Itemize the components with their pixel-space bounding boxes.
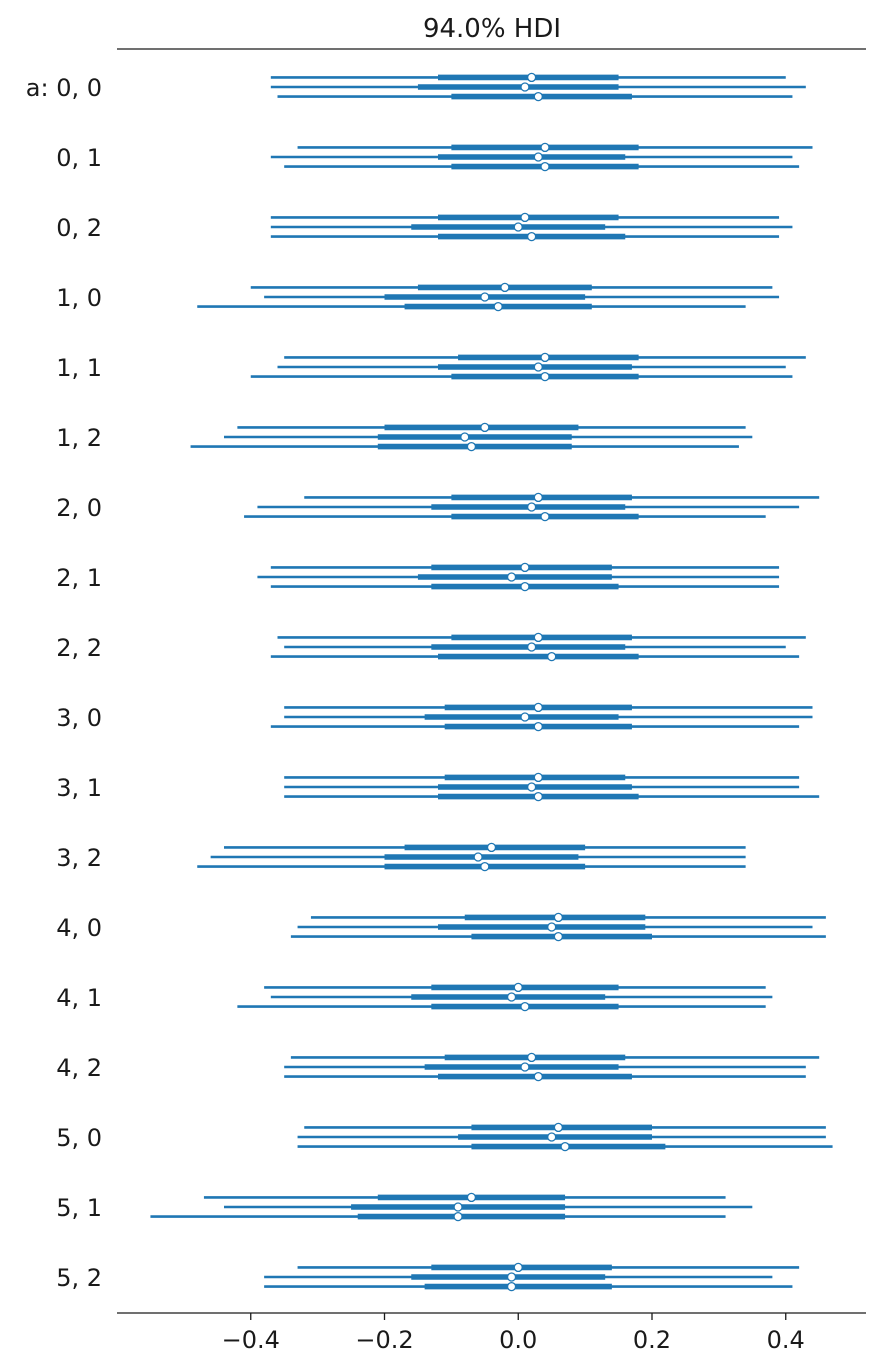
forest-row: 2, 1 bbox=[56, 562, 780, 592]
mean-marker bbox=[520, 212, 530, 223]
mean-marker bbox=[533, 1071, 543, 1082]
mean-marker bbox=[553, 1122, 564, 1133]
forest-row: 4, 1 bbox=[56, 982, 773, 1012]
mean-marker bbox=[520, 1001, 530, 1012]
mean-marker bbox=[506, 1281, 517, 1292]
forest-row: 0, 1 bbox=[56, 142, 813, 172]
mean-marker bbox=[526, 1052, 537, 1063]
mean-marker bbox=[540, 142, 550, 153]
mean-marker bbox=[480, 292, 490, 302]
mean-marker bbox=[533, 632, 543, 643]
row-label: 5, 1 bbox=[56, 1194, 102, 1222]
row-label: 3, 1 bbox=[56, 774, 102, 802]
forest-row: 4, 2 bbox=[56, 1052, 820, 1082]
mean-marker bbox=[466, 441, 477, 452]
mean-marker bbox=[513, 222, 523, 232]
mean-marker bbox=[540, 371, 550, 382]
mean-marker bbox=[533, 91, 543, 102]
mean-marker bbox=[526, 642, 537, 652]
mean-marker bbox=[453, 1211, 463, 1222]
mean-marker bbox=[460, 432, 470, 442]
row-label: 3, 2 bbox=[56, 844, 102, 872]
mean-marker bbox=[520, 82, 530, 92]
row-label: 2, 2 bbox=[56, 634, 102, 662]
mean-marker bbox=[533, 721, 543, 732]
mean-marker bbox=[547, 922, 557, 932]
forest-row: 1, 1 bbox=[56, 352, 806, 382]
mean-marker bbox=[533, 152, 543, 162]
mean-marker bbox=[506, 1272, 517, 1282]
mean-marker bbox=[547, 651, 557, 662]
mean-marker bbox=[513, 1262, 523, 1273]
x-tick-label: 0.2 bbox=[633, 1326, 671, 1354]
mean-marker bbox=[493, 301, 503, 312]
forest-row: 0, 2 bbox=[56, 212, 793, 242]
x-tick-label: 0.4 bbox=[767, 1326, 805, 1354]
forest-row: 5, 2 bbox=[56, 1262, 800, 1292]
row-label: 0, 2 bbox=[56, 214, 102, 242]
mean-marker bbox=[560, 1141, 570, 1152]
mean-marker bbox=[520, 562, 530, 573]
mean-marker bbox=[540, 352, 550, 363]
mean-marker bbox=[506, 572, 517, 582]
row-label: a: 0, 0 bbox=[26, 74, 102, 102]
mean-marker bbox=[520, 712, 530, 722]
forest-row: a: 0, 0 bbox=[26, 72, 806, 102]
mean-marker bbox=[520, 1062, 530, 1072]
row-label: 2, 0 bbox=[56, 494, 102, 522]
mean-marker bbox=[506, 992, 517, 1002]
forest-row: 4, 0 bbox=[56, 912, 826, 942]
plot-area: a: 0, 0 0, 1 0, 2 1, 0 1, 1 1, 2 2, 0 2, 1 2, 2 3… bbox=[26, 72, 833, 1292]
mean-marker bbox=[526, 231, 537, 242]
forest-row: 5, 1 bbox=[56, 1192, 753, 1222]
x-axis: −0.4 −0.2 0.0 0.2 0.4 bbox=[222, 1313, 805, 1354]
row-label: 1, 0 bbox=[56, 284, 102, 312]
mean-marker bbox=[513, 982, 523, 993]
mean-marker bbox=[540, 511, 550, 522]
mean-marker bbox=[520, 581, 530, 592]
mean-marker bbox=[500, 282, 510, 293]
row-label: 5, 2 bbox=[56, 1264, 102, 1292]
mean-marker bbox=[453, 1202, 463, 1212]
mean-marker bbox=[480, 422, 490, 433]
mean-marker bbox=[526, 72, 537, 83]
mean-marker bbox=[533, 362, 543, 372]
mean-marker bbox=[486, 842, 497, 853]
row-label: 2, 1 bbox=[56, 564, 102, 592]
mean-marker bbox=[533, 702, 543, 713]
mean-marker bbox=[533, 772, 543, 783]
forest-row: 3, 2 bbox=[56, 842, 746, 872]
row-label: 4, 2 bbox=[56, 1054, 102, 1082]
mean-marker bbox=[526, 502, 537, 512]
x-tick-label: −0.2 bbox=[355, 1326, 413, 1354]
forest-row: 1, 0 bbox=[56, 282, 780, 312]
forest-row: 5, 0 bbox=[56, 1122, 833, 1152]
mean-marker bbox=[533, 791, 543, 802]
row-label: 1, 2 bbox=[56, 424, 102, 452]
row-label: 5, 0 bbox=[56, 1124, 102, 1152]
row-label: 4, 1 bbox=[56, 984, 102, 1012]
mean-marker bbox=[466, 1192, 477, 1203]
row-label: 1, 1 bbox=[56, 354, 102, 382]
mean-marker bbox=[526, 782, 537, 792]
forest-row: 2, 2 bbox=[56, 632, 806, 662]
mean-marker bbox=[553, 912, 564, 923]
forest-row: 3, 0 bbox=[56, 702, 813, 732]
mean-marker bbox=[553, 931, 564, 942]
row-label: 3, 0 bbox=[56, 704, 102, 732]
chart-title: 94.0% HDI bbox=[423, 14, 561, 44]
mean-marker bbox=[540, 161, 550, 172]
mean-marker bbox=[473, 852, 483, 862]
x-tick-label: −0.4 bbox=[222, 1326, 280, 1354]
mean-marker bbox=[533, 492, 543, 503]
x-tick-label: 0.0 bbox=[499, 1326, 537, 1354]
mean-marker bbox=[480, 861, 490, 872]
forest-row: 2, 0 bbox=[56, 492, 820, 522]
forest-row: 3, 1 bbox=[56, 772, 820, 802]
row-label: 4, 0 bbox=[56, 914, 102, 942]
mean-marker bbox=[547, 1132, 557, 1142]
row-label: 0, 1 bbox=[56, 144, 102, 172]
forest-row: 1, 2 bbox=[56, 422, 753, 452]
